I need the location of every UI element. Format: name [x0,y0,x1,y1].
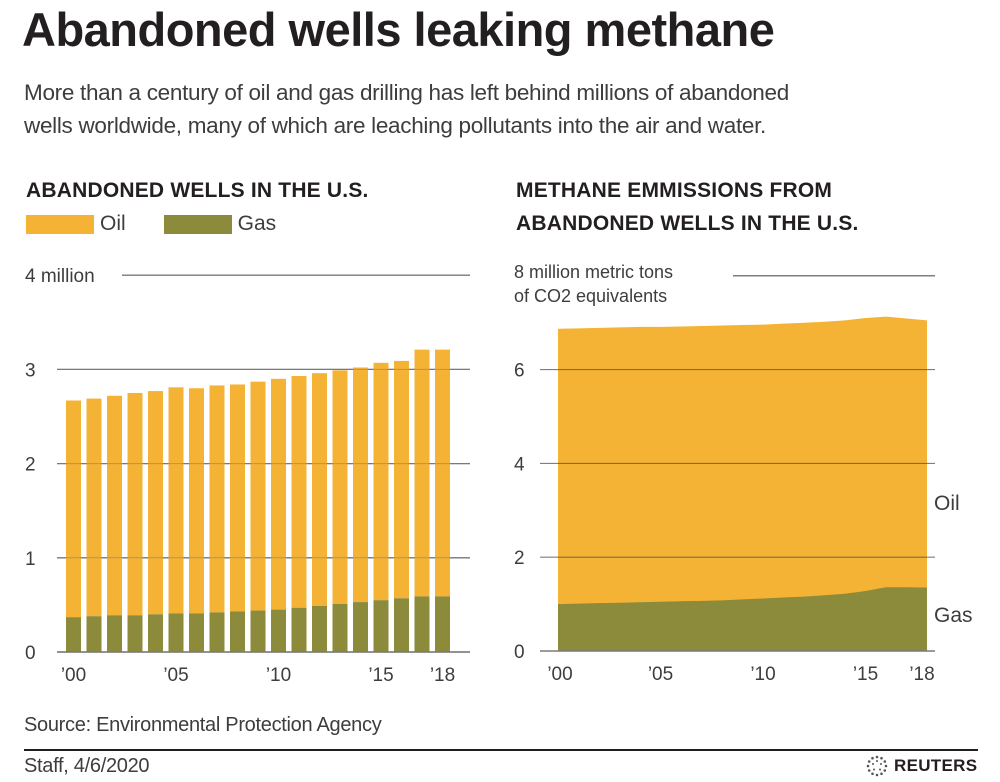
methane-ytick-label-0: 0 [514,642,525,663]
methane-series-label-oil: Oil [934,492,960,515]
wells-bar-gas-2013 [332,603,348,652]
wells-bar-oil-2013 [332,370,348,604]
methane-xtick-label-2005: ’05 [648,664,673,685]
wells-bar-oil-2012 [312,373,327,606]
wells-ytick-label-2: 2 [25,455,36,476]
wells-bar-oil-2008 [230,384,245,612]
wells-xtick-label-2010: ’10 [266,665,291,686]
page-subtitle: More than a century of oil and gas drill… [24,76,984,142]
wells-xtick-label-2005: ’05 [163,665,188,686]
wells-bar-oil-2002 [107,395,122,616]
wells-bar-oil-2010 [271,378,286,610]
wells-bar-oil-2016 [394,360,409,599]
wells-bar-gas-2010 [271,609,286,652]
methane-ytick-label-4: 4 [514,454,525,475]
methane-xtick-label-2018: ’18 [909,664,934,685]
methane-yaxis-unit-line-2: of CO2 equivalents [514,286,667,306]
wells-bar-oil-2005 [168,387,184,614]
wells-chart-title: ABANDONED WELLS IN THE U.S. [26,179,369,202]
wells-ytick-label-0: 0 [25,643,36,664]
wells-bar-oil-2006 [189,388,204,614]
wells-bar-oil-2003 [127,392,143,616]
reuters-logo: REUTERS [866,755,977,777]
wells-bar-gas-2001 [86,616,102,652]
wells-xtick-label-2015: ’15 [368,665,393,686]
wells-bar-gas-2003 [127,615,143,652]
legend-label-oil: Oil [100,212,126,235]
methane-ytick-label-6: 6 [514,361,525,382]
wells-bar-gas-2004 [148,614,163,652]
methane-ytick-label-2: 2 [514,548,525,569]
wells-bar-gas-2014 [353,602,368,652]
subtitle-line-1: More than a century of oil and gas drill… [24,80,789,105]
methane-xtick-label-2010: ’10 [750,664,775,685]
wells-ytick-label-1: 1 [25,549,36,570]
wells-bar-oil-2001 [86,398,102,617]
legend-swatch-gas [163,214,232,234]
methane-title-line-1: METHANE EMMISSIONS FROM [516,179,833,202]
wells-bar-gas-2009 [250,610,266,652]
wells-bar-gas-2017 [414,596,430,652]
wells-bar-oil-2018 [435,349,450,597]
methane-xtick-label-2015: ’15 [853,664,878,685]
wells-xtick-label-2018: ’18 [430,665,455,686]
methane-area-gas [558,587,927,651]
wells-bar-oil-2000 [66,400,81,618]
wells-bar-oil-2007 [209,385,225,613]
wells-bar-gas-2002 [107,615,122,652]
wells-bar-gas-2008 [230,611,245,652]
byline: Staff, 4/6/2020 [24,755,150,777]
wells-bar-gas-2018 [435,596,450,652]
wells-bar-oil-2015 [373,362,389,601]
reuters-logo-text: REUTERS [894,756,978,775]
wells-bar-gas-2016 [394,598,409,652]
footer-divider [24,749,978,751]
methane-chart-title: METHANE EMMISSIONS FROM ABANDONED WELLS … [516,174,859,240]
wells-bar-oil-2017 [414,349,430,597]
wells-bar-gas-2012 [312,605,327,652]
wells-bar-gas-2000 [66,617,81,652]
wells-bar-oil-2009 [250,381,266,611]
wells-bar-gas-2007 [209,612,225,652]
wells-bar-gas-2015 [373,600,389,652]
reuters-dot-logo-icon [866,755,888,777]
methane-xtick-label-2000: ’00 [547,664,572,685]
methane-yaxis-unit-line-1: 8 million metric tons [514,262,673,282]
page-title: Abandoned wells leaking methane [22,3,775,56]
source-note: Source: Environmental Protection Agency [24,714,382,736]
wells-bar-gas-2005 [168,613,184,652]
methane-title-line-2: ABANDONED WELLS IN THE U.S. [516,212,859,235]
wells-bar-oil-2004 [148,391,163,615]
wells-bar-gas-2006 [189,613,204,652]
legend-label-gas: Gas [237,212,277,235]
methane-area-oil [558,316,927,651]
wells-chart-legend: Oil Gas [26,212,314,236]
legend-swatch-oil [26,214,94,234]
wells-bar-oil-2014 [353,367,368,603]
subtitle-line-2: wells worldwide, many of which are leach… [24,113,767,138]
wells-ytick-label-3: 3 [25,360,36,381]
methane-series-label-gas: Gas [934,604,973,627]
wells-ytick-label-4: 4 million [25,266,95,287]
wells-xtick-label-2000: ’00 [61,665,86,686]
wells-bar-oil-2011 [291,375,307,608]
wells-bar-gas-2011 [291,607,307,652]
